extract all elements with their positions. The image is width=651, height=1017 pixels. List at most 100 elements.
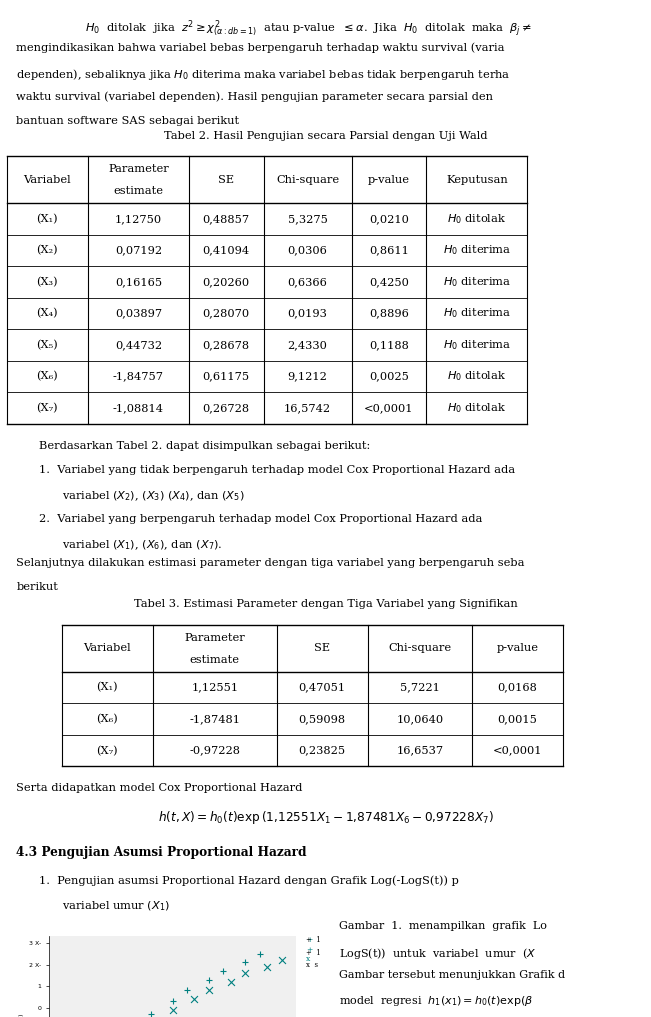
Point [262,959,272,975]
Text: Selanjutnya dilakukan estimasi parameter dengan tiga variabel yang berpengaruh s: Selanjutnya dilakukan estimasi parameter… [16,558,525,567]
Text: $H_0$  ditolak  jika  $z^2 \geq \chi^2_{(\alpha:db=1)}$  atau p-value  $\leq \al: $H_0$ ditolak jika $z^2 \geq \chi^2_{(\a… [85,18,532,39]
Text: 0,61175: 0,61175 [202,371,250,381]
Text: 0,0025: 0,0025 [369,371,409,381]
Text: (X₆): (X₆) [36,371,58,381]
Text: 0,03897: 0,03897 [115,308,162,318]
Point [189,991,200,1007]
Text: 5,3275: 5,3275 [288,214,327,224]
Text: -1,87481: -1,87481 [189,714,240,724]
Text: 0,0168: 0,0168 [497,682,538,693]
Text: $H_0$ diterima: $H_0$ diterima [443,243,511,257]
Text: 0,0193: 0,0193 [288,308,327,318]
Text: Keputusan: Keputusan [446,175,508,185]
Text: 0,44732: 0,44732 [115,340,162,350]
Text: 0,6366: 0,6366 [288,277,327,287]
Text: 0,47051: 0,47051 [299,682,346,693]
Text: <0,0001: <0,0001 [364,403,414,413]
Text: x  s: x s [306,961,318,969]
Text: Chi-square: Chi-square [389,644,451,654]
Text: 0,59098: 0,59098 [299,714,346,724]
Point [167,1002,178,1017]
Point [182,982,192,999]
Text: $H_0$ diterima: $H_0$ diterima [443,275,511,289]
Text: berikut: berikut [16,583,58,592]
Text: (X₆): (X₆) [96,714,118,724]
Text: waktu survival (variabel dependen). Hasil pengujian parameter secara parsial den: waktu survival (variabel dependen). Hasi… [16,92,493,102]
Text: variabel umur $(X_1)$: variabel umur $(X_1)$ [62,899,170,913]
Text: Gambar  1.  menampilkan  grafik  Lo: Gambar 1. menampilkan grafik Lo [339,921,546,932]
Text: bantuan software SAS sebagai berikut: bantuan software SAS sebagai berikut [16,116,240,126]
Point [167,994,178,1010]
Text: Serta didapatkan model Cox Proportional Hazard: Serta didapatkan model Cox Proportional … [16,783,303,793]
Text: $h(t,X) = h_0(t)\mathrm{exp}\,(1{,}12551X_1 - 1{,}87481X_6 - 0{,}97228X_7)$: $h(t,X) = h_0(t)\mathrm{exp}\,(1{,}12551… [158,810,493,826]
Text: (X₃): (X₃) [36,277,58,287]
Text: 1,12750: 1,12750 [115,214,162,224]
Text: (X₅): (X₅) [36,340,58,350]
Text: 0,4250: 0,4250 [369,277,409,287]
Text: 0,28070: 0,28070 [202,308,250,318]
Text: p-value: p-value [368,175,410,185]
Text: 0,0015: 0,0015 [497,714,538,724]
Text: 1.  Variabel yang tidak berpengaruh terhadap model Cox Proportional Hazard ada: 1. Variabel yang tidak berpengaruh terha… [39,465,515,475]
Text: 0,1188: 0,1188 [369,340,409,350]
Text: $H_0$ diterima: $H_0$ diterima [443,306,511,320]
Text: +  1: + 1 [306,937,321,945]
Text: $H_0$ ditolak: $H_0$ ditolak [447,369,506,383]
Text: (X₇): (X₇) [96,745,118,756]
Text: 0,8611: 0,8611 [369,245,409,255]
Text: $H_0$ ditolak: $H_0$ ditolak [447,212,506,226]
Text: Variabel: Variabel [23,175,71,185]
Text: +
+
x: + + x [306,937,312,963]
Text: 0,0306: 0,0306 [288,245,327,255]
Text: SE: SE [314,644,330,654]
Point [153,1013,163,1017]
Text: 0,8896: 0,8896 [369,308,409,318]
Text: 0,26728: 0,26728 [202,403,250,413]
Text: 0,48857: 0,48857 [202,214,250,224]
Text: LogS(t))  untuk  variabel  umur  ($X$: LogS(t)) untuk variabel umur ($X$ [339,946,536,961]
Text: Variabel: Variabel [83,644,132,654]
Point [255,946,265,962]
Point [225,973,236,990]
Point [277,952,287,968]
Text: -0,97228: -0,97228 [189,745,240,756]
Text: Berdasarkan Tabel 2. dapat disimpulkan sebagai berikut:: Berdasarkan Tabel 2. dapat disimpulkan s… [39,440,370,451]
Text: dependen), sebaliknya jika $H_0$ diterima maka variabel bebas tidak berpengaruh : dependen), sebaliknya jika $H_0$ diterim… [16,67,511,82]
Text: p-value: p-value [497,644,538,654]
Text: 2,4330: 2,4330 [288,340,327,350]
Text: 9,1212: 9,1212 [288,371,327,381]
Point [240,965,251,981]
Text: 5,7221: 5,7221 [400,682,440,693]
Text: (X₁): (X₁) [96,682,118,693]
Text: Chi-square: Chi-square [276,175,339,185]
Text: -1,84757: -1,84757 [113,371,164,381]
Text: variabel $(X_2)$, $(X_3)$ $(X_4)$, dan $(X_5)$: variabel $(X_2)$, $(X_3)$ $(X_4)$, dan $… [62,489,244,503]
Text: 0,41094: 0,41094 [202,245,250,255]
Point [204,971,214,988]
Point [145,1006,156,1017]
Text: 16,5742: 16,5742 [284,403,331,413]
Text: <0,0001: <0,0001 [493,745,542,756]
Text: 1.  Pengujian asumsi Proportional Hazard dengan Grafik Log(-LogS(t)) p: 1. Pengujian asumsi Proportional Hazard … [39,875,459,886]
Text: 1,12551: 1,12551 [191,682,238,693]
Text: +  1: + 1 [306,949,321,957]
Text: $H_0$ ditolak: $H_0$ ditolak [447,401,506,415]
Text: estimate: estimate [190,655,240,665]
Text: $H_0$ diterima: $H_0$ diterima [443,338,511,352]
Text: (X₂): (X₂) [36,245,58,255]
Text: 0,16165: 0,16165 [115,277,162,287]
Text: 0,28678: 0,28678 [202,340,250,350]
Text: 0,20260: 0,20260 [202,277,250,287]
Text: 4.3 Pengujian Asumsi Proportional Hazard: 4.3 Pengujian Asumsi Proportional Hazard [16,846,307,858]
Text: variabel $(X_1)$, $(X_6)$, dan $(X_7)$.: variabel $(X_1)$, $(X_6)$, dan $(X_7)$. [62,538,223,552]
Text: Tabel 2. Hasil Pengujian secara Parsial dengan Uji Wald: Tabel 2. Hasil Pengujian secara Parsial … [164,130,487,140]
Text: 0,0210: 0,0210 [369,214,409,224]
Text: 0,23825: 0,23825 [299,745,346,756]
Text: (X₄): (X₄) [36,308,58,318]
Text: estimate: estimate [113,186,163,196]
Text: 0,07192: 0,07192 [115,245,162,255]
Point [240,954,251,970]
Point [204,982,214,999]
Text: mengindikasikan bahwa variabel bebas berpengaruh terhadap waktu survival (varia: mengindikasikan bahwa variabel bebas ber… [16,43,505,53]
Text: Gambar tersebut menunjukkan Grafik d: Gambar tersebut menunjukkan Grafik d [339,970,564,980]
